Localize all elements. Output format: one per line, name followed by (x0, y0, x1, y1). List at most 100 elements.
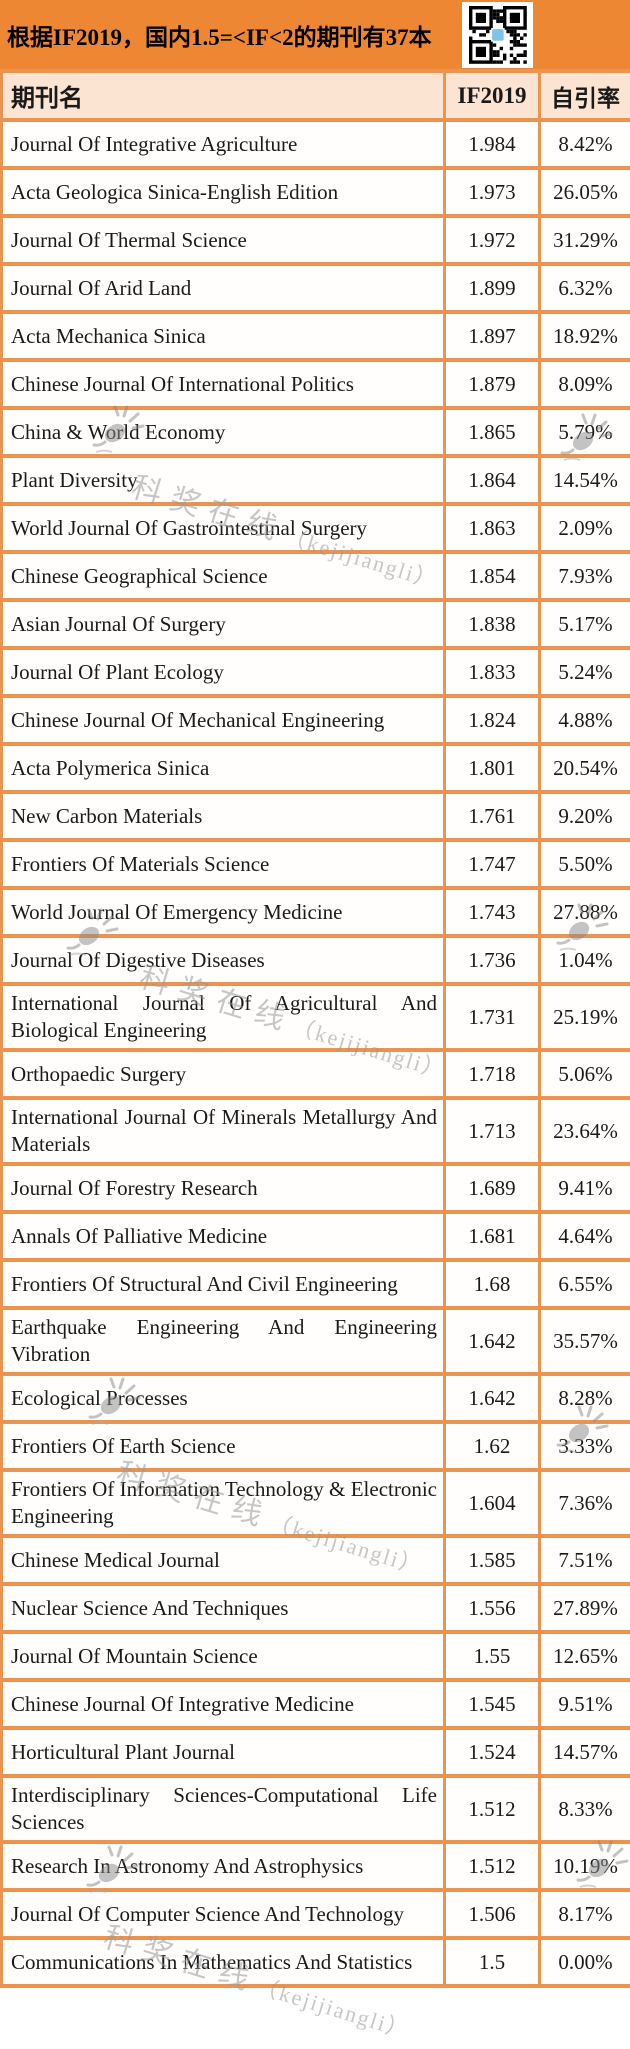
journal-name-cell: Interdisciplinary Sciences-Computational… (0, 1774, 446, 1844)
journal-name-cell: Chinese Journal Of Integrative Medicine (0, 1678, 446, 1730)
journal-name-cell: Chinese Journal Of International Politic… (0, 358, 446, 410)
table-row: Annals Of Palliative Medicine 1.681 4.64… (0, 1210, 630, 1262)
journal-name-cell: World Journal Of Emergency Medicine (0, 886, 446, 938)
journal-if2019-cell: 1.854 (443, 550, 541, 602)
table-row: Chinese Medical Journal 1.585 7.51% (0, 1534, 630, 1586)
journal-if2019-cell: 1.761 (443, 790, 541, 842)
table-row: Journal Of Thermal Science 1.972 31.29% (0, 214, 630, 266)
table-row: Acta Mechanica Sinica 1.897 18.92% (0, 310, 630, 362)
journal-name-cell: Frontiers Of Information Technology & El… (0, 1468, 446, 1538)
journal-self-citation-cell: 8.09% (538, 358, 630, 410)
journal-name-cell: Chinese Geographical Science (0, 550, 446, 602)
journal-self-citation-cell: 8.42% (538, 118, 630, 170)
journal-name-cell: World Journal Of Gastrointestinal Surger… (0, 502, 446, 554)
col-header-if2019: IF2019 (443, 69, 541, 122)
journal-if2019-cell: 1.556 (443, 1582, 541, 1634)
journal-self-citation-cell: 9.51% (538, 1678, 630, 1730)
journal-if2019-cell: 1.824 (443, 694, 541, 746)
table-row: Plant Diversity 1.864 14.54% (0, 454, 630, 506)
journal-name-cell: Frontiers Of Structural And Civil Engine… (0, 1258, 446, 1310)
journal-name-cell: Journal Of Digestive Diseases (0, 934, 446, 986)
journal-self-citation-cell: 2.09% (538, 502, 630, 554)
journal-self-citation-cell: 4.64% (538, 1210, 630, 1262)
table-row: Ecological Processes 1.642 8.28% (0, 1372, 630, 1424)
table-row: Research In Astronomy And Astrophysics 1… (0, 1840, 630, 1892)
table-row: Interdisciplinary Sciences-Computational… (0, 1774, 630, 1844)
page-title: 根据IF2019，国内1.5=<IF<2的期刊有37本 (7, 24, 432, 50)
journal-self-citation-cell: 7.51% (538, 1534, 630, 1586)
table-row: Chinese Geographical Science 1.854 7.93% (0, 550, 630, 602)
table-row: Frontiers Of Information Technology & El… (0, 1468, 630, 1538)
journal-self-citation-cell: 5.17% (538, 598, 630, 650)
journal-name-cell: Acta Polymerica Sinica (0, 742, 446, 794)
journal-self-citation-cell: 9.41% (538, 1162, 630, 1214)
journal-table: 期刊名 IF2019 自引率 Journal Of Integrative Ag… (0, 69, 630, 1988)
table-row: Asian Journal Of Surgery 1.838 5.17% (0, 598, 630, 650)
table-row: Journal Of Computer Science And Technolo… (0, 1888, 630, 1940)
journal-if2019-cell: 1.68 (443, 1258, 541, 1310)
table-row: New Carbon Materials 1.761 9.20% (0, 790, 630, 842)
journal-self-citation-cell: 14.57% (538, 1726, 630, 1778)
journal-self-citation-cell: 10.19% (538, 1840, 630, 1892)
journal-if2019-cell: 1.865 (443, 406, 541, 458)
journal-name-cell: Frontiers Of Materials Science (0, 838, 446, 890)
journal-name-cell: International Journal Of Minerals Metall… (0, 1096, 446, 1166)
journal-self-citation-cell: 27.88% (538, 886, 630, 938)
journal-name-cell: Annals Of Palliative Medicine (0, 1210, 446, 1262)
table-row: Journal Of Mountain Science 1.55 12.65% (0, 1630, 630, 1682)
table-header-row: 期刊名 IF2019 自引率 (0, 69, 630, 122)
journal-if2019-cell: 1.973 (443, 166, 541, 218)
table-row: Chinese Journal Of International Politic… (0, 358, 630, 410)
journal-self-citation-cell: 18.92% (538, 310, 630, 362)
table-row: Orthopaedic Surgery 1.718 5.06% (0, 1048, 630, 1100)
journal-if2019-cell: 1.899 (443, 262, 541, 314)
table-row: World Journal Of Emergency Medicine 1.74… (0, 886, 630, 938)
journal-name-cell: Journal Of Arid Land (0, 262, 446, 314)
journal-name-cell: Research In Astronomy And Astrophysics (0, 1840, 446, 1892)
journal-name-cell: Journal Of Forestry Research (0, 1162, 446, 1214)
table-row: Acta Geologica Sinica-English Edition 1.… (0, 166, 630, 218)
journal-self-citation-cell: 8.33% (538, 1774, 630, 1844)
journal-if2019-cell: 1.864 (443, 454, 541, 506)
journal-if2019-cell: 1.55 (443, 1630, 541, 1682)
journal-if2019-cell: 1.801 (443, 742, 541, 794)
journal-name-cell: Horticultural Plant Journal (0, 1726, 446, 1778)
journal-self-citation-cell: 20.54% (538, 742, 630, 794)
journal-name-cell: Chinese Medical Journal (0, 1534, 446, 1586)
journal-self-citation-cell: 3.33% (538, 1420, 630, 1472)
journal-self-citation-cell: 25.19% (538, 982, 630, 1052)
journal-self-citation-cell: 14.54% (538, 454, 630, 506)
journal-name-cell: Communications In Mathematics And Statis… (0, 1936, 446, 1988)
journal-self-citation-cell: 35.57% (538, 1306, 630, 1376)
journal-self-citation-cell: 12.65% (538, 1630, 630, 1682)
table-row: Horticultural Plant Journal 1.524 14.57% (0, 1726, 630, 1778)
journal-name-cell: Journal Of Plant Ecology (0, 646, 446, 698)
journal-if2019-cell: 1.689 (443, 1162, 541, 1214)
table-row: Frontiers Of Structural And Civil Engine… (0, 1258, 630, 1310)
journal-if2019-cell: 1.585 (443, 1534, 541, 1586)
journal-name-cell: Frontiers Of Earth Science (0, 1420, 446, 1472)
col-header-self-citation: 自引率 (538, 69, 630, 122)
journal-if2019-cell: 1.833 (443, 646, 541, 698)
qr-code (462, 2, 533, 68)
title-bar: 根据IF2019，国内1.5=<IF<2的期刊有37本 (0, 0, 630, 69)
journal-if2019-cell: 1.604 (443, 1468, 541, 1538)
journal-name-cell: Ecological Processes (0, 1372, 446, 1424)
table-row: Nuclear Science And Techniques 1.556 27.… (0, 1582, 630, 1634)
table-row: Journal Of Forestry Research 1.689 9.41% (0, 1162, 630, 1214)
journal-self-citation-cell: 0.00% (538, 1936, 630, 1988)
col-header-journal-name: 期刊名 (0, 69, 446, 122)
journal-name-cell: Chinese Journal Of Mechanical Engineerin… (0, 694, 446, 746)
journal-name-cell: Nuclear Science And Techniques (0, 1582, 446, 1634)
table-row: World Journal Of Gastrointestinal Surger… (0, 502, 630, 554)
journal-name-cell: Journal Of Computer Science And Technolo… (0, 1888, 446, 1940)
journal-if2019-cell: 1.838 (443, 598, 541, 650)
table-row: Journal Of Arid Land 1.899 6.32% (0, 262, 630, 314)
journal-if2019-cell: 1.747 (443, 838, 541, 890)
journal-table-body: Journal Of Integrative Agriculture 1.984… (0, 118, 630, 1988)
journal-name-cell: New Carbon Materials (0, 790, 446, 842)
table-row: Chinese Journal Of Integrative Medicine … (0, 1678, 630, 1730)
journal-if2019-cell: 1.731 (443, 982, 541, 1052)
table-row: Journal Of Plant Ecology 1.833 5.24% (0, 646, 630, 698)
